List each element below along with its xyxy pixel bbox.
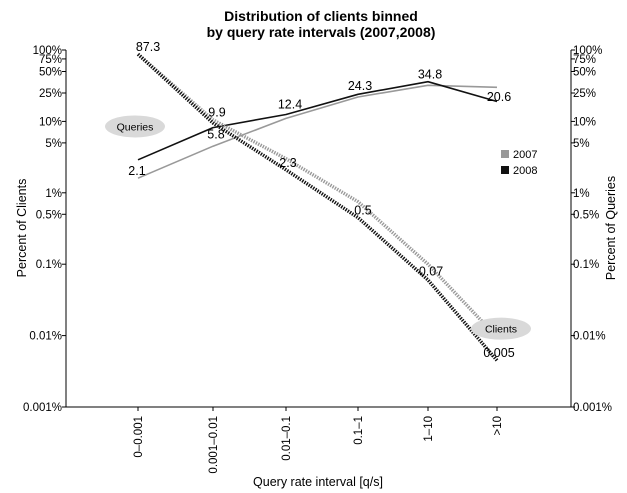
x-ticks: 0–0.001 0.001–0.01 0.01–0.1 0.1–1 1–10 >10 xyxy=(133,407,504,474)
annotation-bubble-clients xyxy=(471,317,531,340)
legend-swatch-2008 xyxy=(501,166,509,174)
x-axis-label: Query rate interval [q/s] xyxy=(253,475,383,489)
legend-swatch-2007 xyxy=(501,150,509,158)
series-clients-2007 xyxy=(136,52,499,339)
data-label: 24.3 xyxy=(348,79,372,93)
legend-label-2008: 2008 xyxy=(513,165,537,177)
annotation-text-queries: Queries xyxy=(117,121,154,133)
data-label: 5.8 xyxy=(207,127,224,141)
left-y-tick-label: 100% xyxy=(33,45,62,57)
data-label: 0.005 xyxy=(483,346,514,360)
axes xyxy=(65,50,572,408)
left-y-tick-label: 25% xyxy=(39,88,62,100)
annotation-text-clients: Clients xyxy=(485,324,517,336)
x-tick-label: 0.001–0.01 xyxy=(208,416,220,474)
left-y-tick-label: 0.1% xyxy=(36,259,62,271)
x-tick-label: 0–0.001 xyxy=(133,416,145,458)
data-label: 0.5 xyxy=(354,203,371,217)
right-y-tick-label: 1% xyxy=(573,188,590,200)
data-label: 12.4 xyxy=(278,98,302,112)
left-y-tick-label: 0.5% xyxy=(36,209,62,221)
data-label: 34.8 xyxy=(418,68,442,82)
right-y-ticks: 100%75%50% 25% 10% 5% 1% 0.5% 0.1% 0.01% 0.001% xyxy=(571,45,612,414)
left-y-tick-label: 10% xyxy=(39,116,62,128)
data-label: 9.9 xyxy=(208,106,225,120)
legend: 2007 2008 xyxy=(501,149,537,177)
right-y-axis-label: Percent of Queries xyxy=(604,176,618,280)
left-y-tick-label: 75% xyxy=(39,54,62,66)
right-y-tick-label: 10% xyxy=(573,116,596,128)
right-y-tick-label: 0.1% xyxy=(573,259,599,271)
left-y-tick-label: 1% xyxy=(45,188,62,200)
series-clients-2008 xyxy=(136,52,499,362)
data-label: 87.3 xyxy=(136,40,160,54)
series-layer xyxy=(136,52,499,362)
left-y-tick-label: 50% xyxy=(39,66,62,78)
chart-title-line-1: Distribution of clients binned xyxy=(224,8,418,24)
x-tick-label: 1–10 xyxy=(423,416,435,442)
right-y-tick-label: 100% xyxy=(573,45,602,57)
chart-title-line-2: by query rate intervals (2007,2008) xyxy=(207,24,436,40)
x-tick-label: 0.01–0.1 xyxy=(281,416,293,461)
right-y-tick-label: 0.01% xyxy=(573,331,606,343)
left-y-tick-label: 0.01% xyxy=(29,331,62,343)
left-y-axis-label: Percent of Clients xyxy=(15,179,29,278)
right-y-tick-label: 0.001% xyxy=(573,402,612,414)
data-label: 2.3 xyxy=(279,156,296,170)
legend-label-2007: 2007 xyxy=(513,149,537,161)
right-y-tick-label: 0.5% xyxy=(573,209,599,221)
annotations: Queries Clients xyxy=(105,115,531,340)
data-label: 2.1 xyxy=(128,164,145,178)
series-queries-2008 xyxy=(137,80,498,161)
annotation-bubble-queries xyxy=(105,115,165,138)
left-y-ticks: 100%75%50% 25% 10% 5% 1% 0.5% 0.1% 0.01% 0.001% xyxy=(23,45,66,414)
left-y-tick-label: 0.001% xyxy=(23,402,62,414)
right-y-tick-label: 5% xyxy=(573,138,590,150)
right-y-tick-label: 50% xyxy=(573,66,596,78)
data-label: 20.6 xyxy=(487,90,511,104)
data-labels: 87.3 9.9 5.8 2.1 12.4 2.3 24.3 0.5 34.8 0.07 20.6 0… xyxy=(128,40,514,360)
right-y-tick-label: 25% xyxy=(573,88,596,100)
data-label: 0.07 xyxy=(419,264,443,278)
left-y-tick-label: 5% xyxy=(45,138,62,150)
series-queries-2007 xyxy=(137,84,498,179)
x-tick-label: >10 xyxy=(492,416,504,436)
chart-title: Distribution of clients binned by query … xyxy=(207,8,436,40)
x-tick-label: 0.1–1 xyxy=(353,416,365,445)
right-y-tick-label: 75% xyxy=(573,54,596,66)
